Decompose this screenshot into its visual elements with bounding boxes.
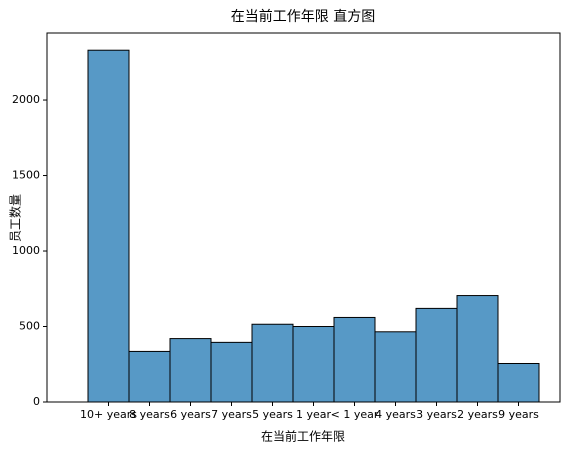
bar [415, 307, 458, 403]
bar [497, 362, 540, 403]
y-tick-label: 0 [33, 395, 40, 408]
x-tick-label: 8 years [129, 408, 170, 421]
x-tick-label: < 1 year [331, 408, 379, 421]
y-tick-label: 2000 [12, 93, 40, 106]
x-tick-label: 5 years [252, 408, 293, 421]
chart-title: 在当前工作年限 直方图 [231, 8, 375, 25]
x-tick-label: 6 years [170, 408, 211, 421]
x-tick-label: 9 years [498, 408, 539, 421]
bar [251, 323, 294, 403]
x-tick-label: 1 year [296, 408, 332, 421]
y-tick-label: 500 [19, 320, 40, 333]
bar [87, 49, 130, 403]
bar [456, 295, 499, 403]
bar [128, 350, 171, 403]
plot-frame [46, 32, 561, 403]
bar [292, 326, 335, 403]
bar [333, 316, 376, 403]
y-tick-label: 1000 [12, 244, 40, 257]
x-tick-label: 7 years [211, 408, 252, 421]
x-tick-label: 3 years [416, 408, 457, 421]
bar [210, 341, 253, 403]
x-axis-label: 在当前工作年限 [261, 429, 345, 444]
y-tick-label: 1500 [12, 169, 40, 182]
x-tick-label: 2 years [457, 408, 498, 421]
x-tick-label: 10+ years [80, 408, 137, 421]
bar [169, 338, 212, 403]
x-tick-label: 4 years [375, 408, 416, 421]
bar [374, 331, 417, 403]
y-axis-label: 员工数量 [8, 194, 23, 242]
